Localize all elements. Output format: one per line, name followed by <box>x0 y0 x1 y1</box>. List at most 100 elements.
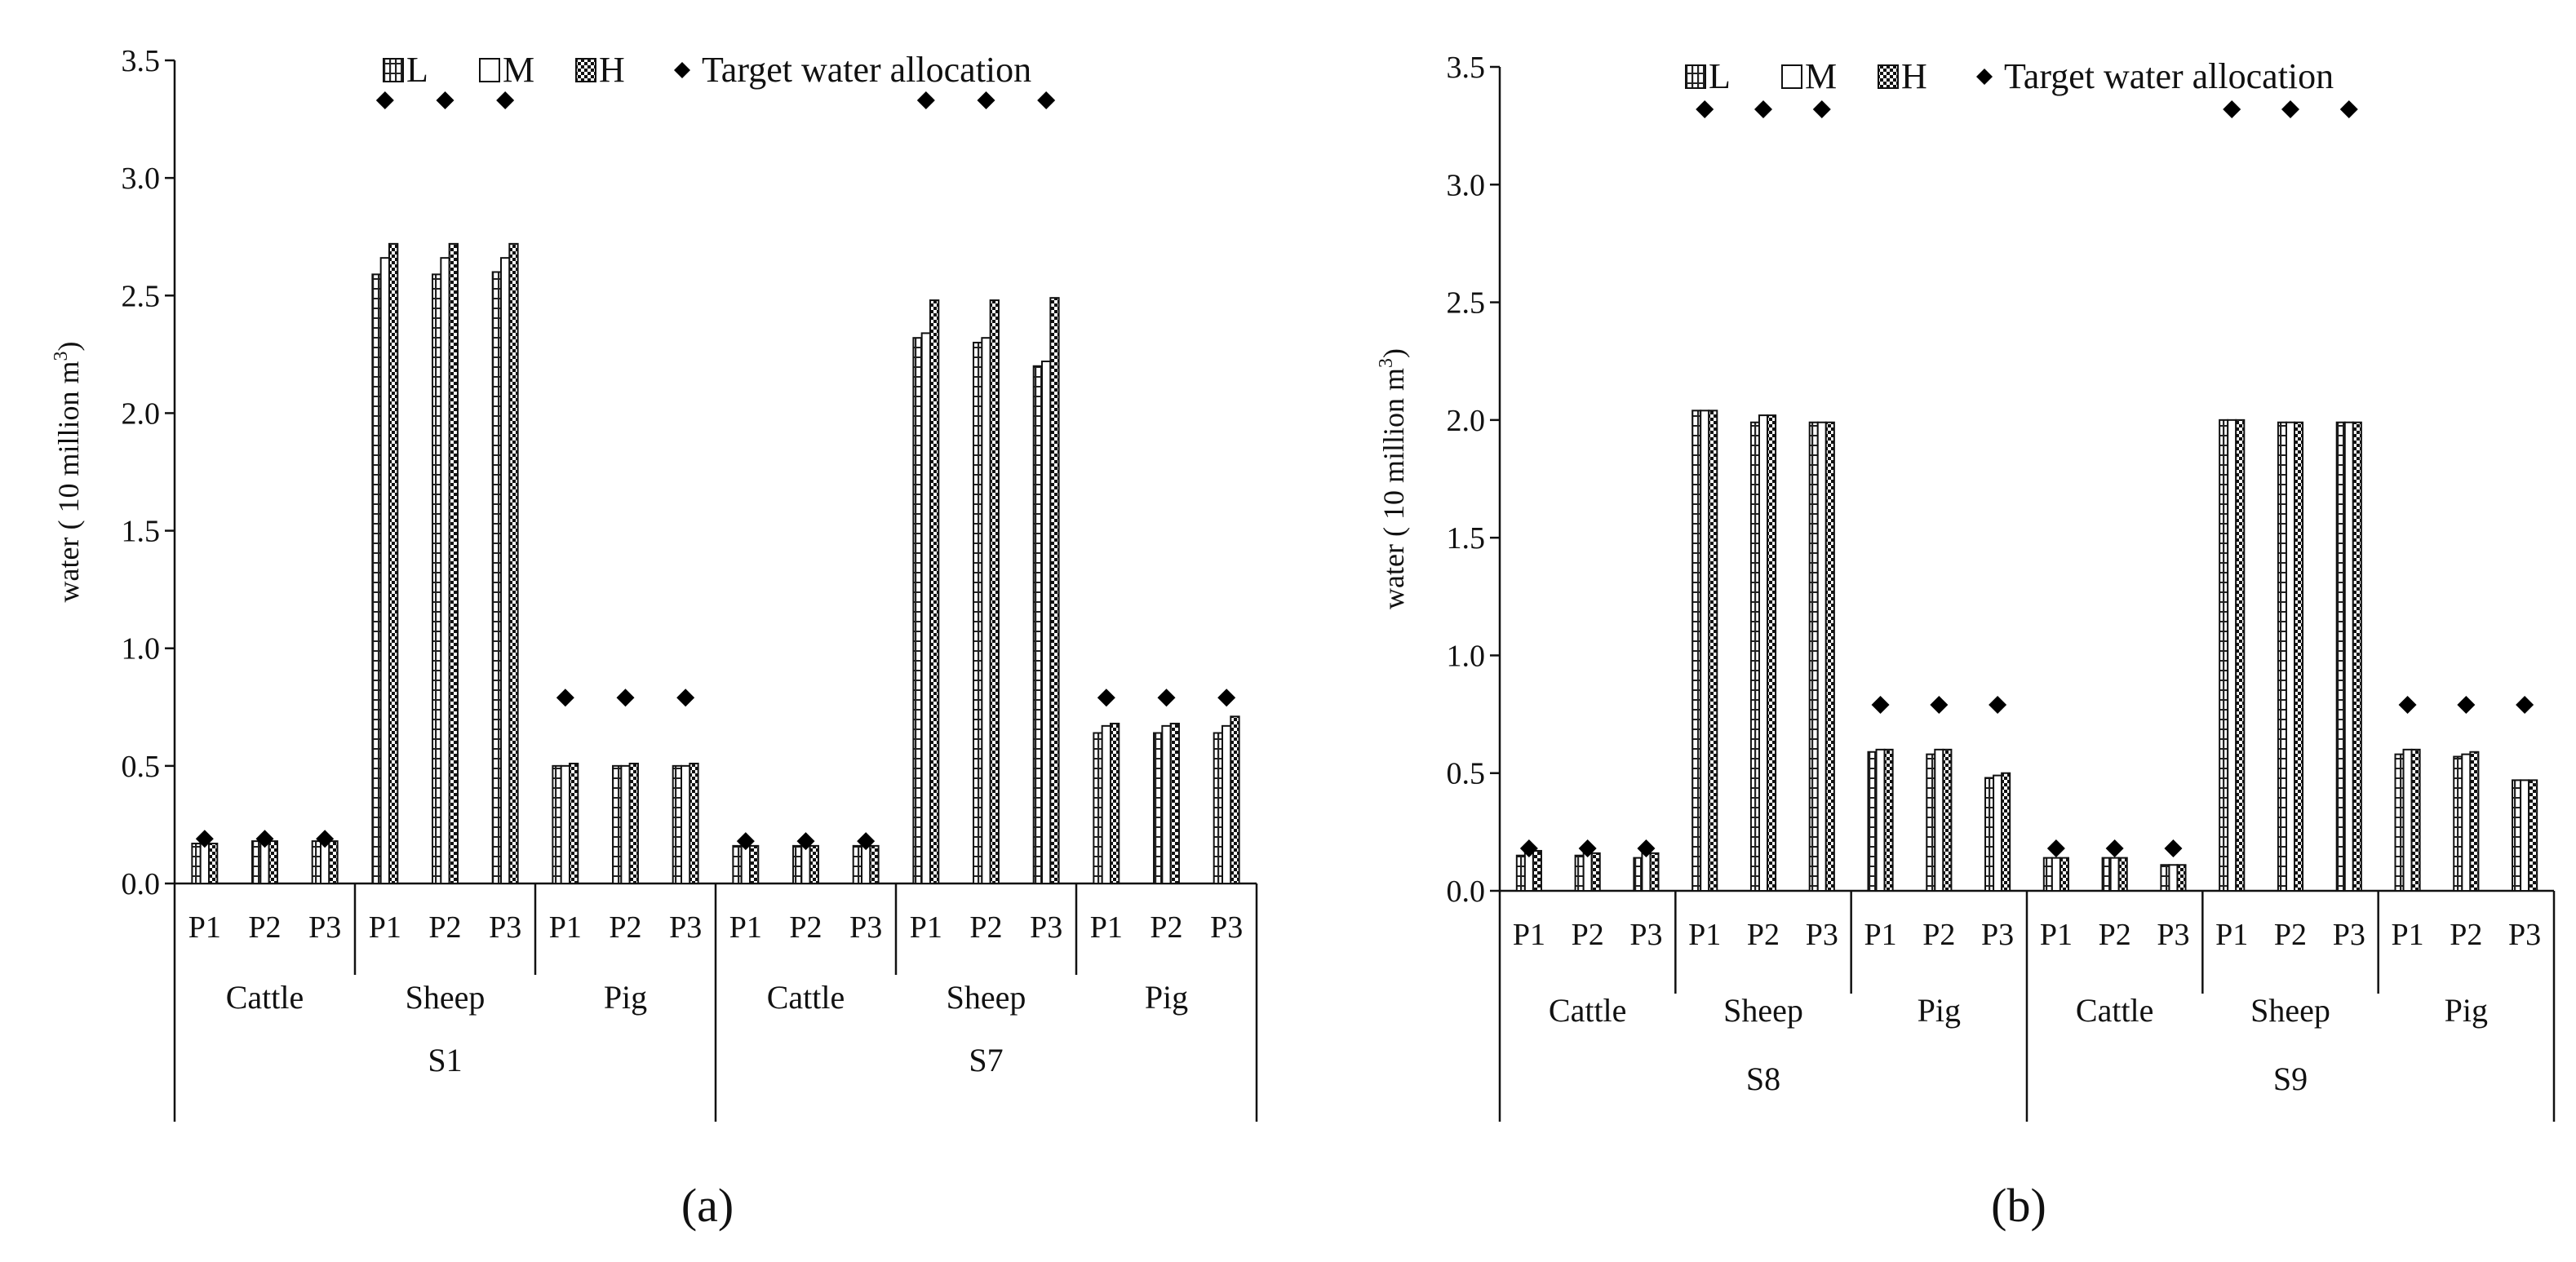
bar-l <box>2453 755 2463 892</box>
legend-label: L <box>406 50 428 90</box>
target-marker <box>2339 100 2358 118</box>
scenario-label: S9 <box>2273 1061 2308 1097</box>
bar-h <box>2117 857 2128 892</box>
bar-m <box>920 332 931 884</box>
period-label: P3 <box>1629 918 1662 952</box>
bar-h <box>2235 418 2246 892</box>
target-marker <box>2281 100 2299 118</box>
bar-m <box>861 844 871 884</box>
bar-h <box>989 299 1000 884</box>
bar-l <box>1032 365 1044 884</box>
bar-m <box>1101 724 1111 884</box>
period-label: P2 <box>2099 918 2131 952</box>
bar-l <box>1213 732 1224 884</box>
target-marker <box>1037 91 1056 110</box>
bar-h <box>1230 715 1240 884</box>
bar-h <box>568 762 579 885</box>
bar-h <box>1532 849 1542 892</box>
bar-l <box>371 273 382 884</box>
y-tick-label: 1.0 <box>1447 639 1486 673</box>
bar-m <box>981 337 991 885</box>
bar-m <box>1816 421 1827 892</box>
target-marker <box>796 832 815 851</box>
bar-h <box>1942 748 1953 892</box>
animal-label: Cattle <box>767 979 845 1016</box>
legend-target-marker <box>674 62 690 78</box>
bar-l <box>1515 854 1526 892</box>
target-marker <box>1696 100 1714 118</box>
target-marker <box>2457 696 2476 715</box>
target-marker <box>1871 696 1890 715</box>
target-marker <box>1157 689 1176 707</box>
bar-m <box>1161 724 1172 884</box>
bar-l <box>491 271 503 884</box>
bar-h <box>328 840 339 884</box>
period-label: P3 <box>489 910 521 945</box>
y-tick-label: 1.5 <box>1447 521 1486 556</box>
bar-m <box>2285 421 2296 892</box>
animal-label: Sheep <box>2250 992 2330 1029</box>
bar-l <box>251 840 262 884</box>
bar-l <box>552 764 562 884</box>
bar-h <box>207 842 219 885</box>
target-marker <box>195 830 214 848</box>
period-label: P3 <box>1806 918 1838 952</box>
period-label: P3 <box>308 910 341 945</box>
bar-h <box>1169 722 1180 884</box>
animal-label: Pig <box>1145 979 1188 1016</box>
target-marker <box>916 91 935 110</box>
bar-m <box>560 764 570 884</box>
bar-h <box>2410 748 2421 892</box>
target-marker <box>1637 839 1656 858</box>
panel-caption: (b) <box>1991 1179 2046 1232</box>
target-marker <box>2223 100 2241 118</box>
bar-l <box>852 844 863 884</box>
bar-m <box>2461 753 2472 892</box>
period-label: P3 <box>849 910 882 945</box>
chart-panel-1: 0.0 0.5 1.0 1.5 2.0 2.5 3.0 3.5 water ( 10 milli… <box>51 44 1258 1232</box>
bar-m <box>681 764 691 884</box>
period-label: P2 <box>1572 918 1604 952</box>
period-label: P3 <box>1981 918 2014 952</box>
target-marker <box>857 832 876 851</box>
bar-h <box>628 762 639 885</box>
period-label: P3 <box>2157 918 2189 952</box>
bar-m <box>199 842 210 885</box>
bar-m <box>379 257 390 885</box>
target-marker <box>1578 839 1597 858</box>
bar-m <box>1875 748 1886 892</box>
target-marker <box>496 91 515 110</box>
animal-label: Sheep <box>1723 992 1803 1029</box>
bar-h <box>508 242 519 884</box>
bar-h <box>1049 297 1060 884</box>
period-label: P3 <box>1030 910 1062 945</box>
period-label: P1 <box>1864 918 1896 952</box>
y-tick-label: 2.5 <box>122 279 161 313</box>
legend-swatch-l <box>383 58 404 82</box>
target-marker <box>1812 100 1831 118</box>
bar-l <box>1153 732 1164 884</box>
target-marker <box>255 830 274 848</box>
bar-h <box>2001 772 2011 892</box>
period-label: P2 <box>2450 918 2482 952</box>
animal-label: Sheep <box>947 979 1026 1016</box>
y-tick-label: 1.0 <box>122 632 161 666</box>
bar-h <box>869 844 880 884</box>
bar-h <box>929 299 940 884</box>
target-marker <box>977 91 995 110</box>
bar-l <box>2394 753 2405 892</box>
target-marker <box>2164 839 2183 858</box>
target-marker <box>556 689 574 707</box>
y-tick-label: 2.5 <box>1447 286 1486 321</box>
target-marker <box>316 830 335 848</box>
bar-m <box>740 844 751 884</box>
bar-m <box>1700 410 1710 892</box>
bar-l <box>792 844 803 884</box>
target-marker <box>1930 696 1949 715</box>
period-label: P1 <box>729 910 762 945</box>
bar-h <box>388 242 399 884</box>
bar-l <box>191 842 202 885</box>
y-tick-label: 0.0 <box>1447 875 1486 909</box>
bar-h <box>748 844 760 884</box>
